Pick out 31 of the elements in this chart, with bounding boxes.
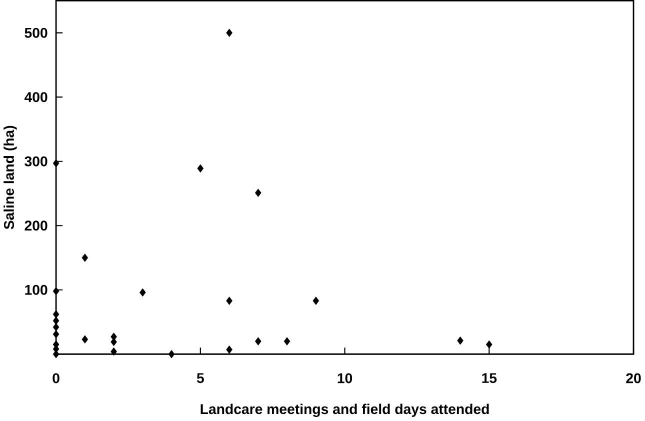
x-tick-label: 20 [626,373,641,384]
point [226,28,232,38]
point [312,296,320,306]
y-tick-label: 400 [24,92,48,102]
point [457,336,464,345]
y-tick-label: 300 [24,156,48,167]
x-axis-title: Landcare meetings and field days attended [200,404,489,418]
point [284,337,290,346]
point [110,348,117,356]
y-tick-label: 100 [25,285,48,296]
point [140,288,146,297]
y-tick-label: 500 [24,28,48,38]
point [82,254,88,262]
point [226,296,232,306]
y-tick-label: 200 [24,220,48,231]
point [168,350,175,358]
x-tick-label: 15 [482,373,497,384]
point [486,340,492,349]
x-tick-label: 10 [338,373,352,384]
point [52,159,60,168]
y-axis-title: Saline land (ha) [4,126,17,230]
point [52,287,60,296]
point [255,337,262,346]
point [52,323,60,332]
point [52,330,60,339]
point [82,335,88,344]
point [255,188,262,198]
point [197,164,204,173]
x-tick-label: 5 [196,373,204,384]
point [226,346,232,354]
x-tick-label: 0 [52,373,60,384]
